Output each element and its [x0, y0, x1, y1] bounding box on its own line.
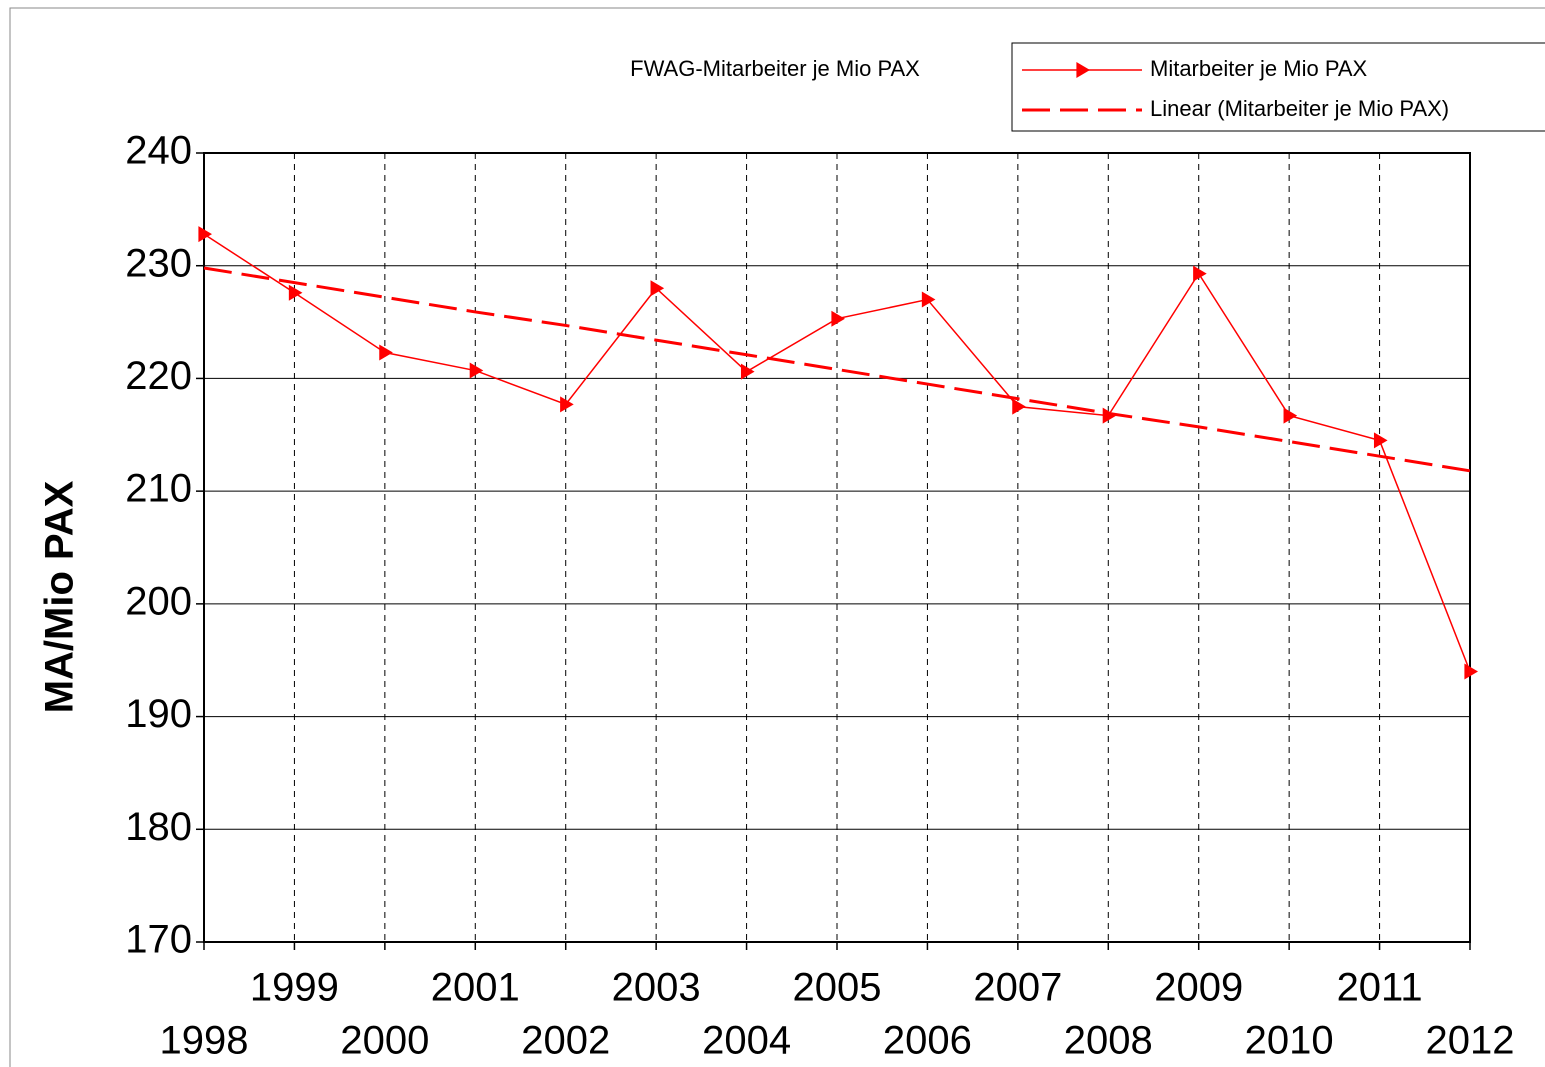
marker [1464, 663, 1478, 680]
legend-label: Mitarbeiter je Mio PAX [1150, 56, 1368, 81]
plot-frame [203, 152, 1471, 943]
x-tick-label: 2002 [521, 1019, 610, 1063]
x-tick-label: 1998 [160, 1019, 249, 1063]
y-tick-label: 200 [125, 579, 192, 623]
marker [379, 344, 393, 361]
chart-title: FWAG-Mitarbeiter je Mio PAX [630, 56, 920, 81]
marker [560, 396, 574, 413]
y-tick-label: 190 [125, 692, 192, 736]
y-tick-label: 220 [125, 354, 192, 398]
x-tick-label: 2004 [702, 1019, 791, 1063]
y-tick-label: 240 [125, 129, 192, 173]
x-tick-label: 2009 [1154, 966, 1243, 1010]
legend-label: Linear (Mitarbeiter je Mio PAX) [1150, 96, 1449, 121]
marker [650, 280, 665, 297]
y-tick-label: 230 [125, 241, 192, 285]
x-tick-label: 2008 [1064, 1019, 1153, 1063]
marker [469, 362, 484, 379]
x-tick-label: 2003 [612, 966, 701, 1010]
marker [288, 284, 303, 301]
marker [921, 291, 936, 308]
y-axis-label: MA/Mio PAX [38, 480, 82, 713]
legend-marker [1076, 62, 1090, 78]
x-tick-label: 2000 [340, 1019, 429, 1063]
marker [1373, 432, 1388, 449]
x-tick-label: 1999 [250, 966, 339, 1010]
x-tick-label: 2011 [1337, 966, 1423, 1010]
marker [1193, 265, 1207, 282]
marker [831, 310, 845, 327]
trend-line [203, 266, 1471, 473]
x-tick-label: 2001 [431, 966, 520, 1010]
chart-frame [9, 7, 1545, 1067]
x-tick-label: 2012 [1426, 1019, 1515, 1063]
x-tick-label: 2007 [973, 966, 1062, 1010]
y-tick-label: 170 [125, 918, 192, 962]
marker [740, 363, 755, 380]
x-tick-label: 2006 [883, 1019, 972, 1063]
marker [1283, 407, 1298, 424]
marker [1012, 398, 1026, 415]
marker [198, 226, 212, 243]
y-tick-label: 180 [125, 805, 192, 849]
x-tick-label: 2010 [1245, 1019, 1334, 1063]
legend-box [1011, 42, 1545, 132]
x-tick-label: 2005 [793, 966, 882, 1010]
y-tick-label: 210 [125, 467, 192, 511]
